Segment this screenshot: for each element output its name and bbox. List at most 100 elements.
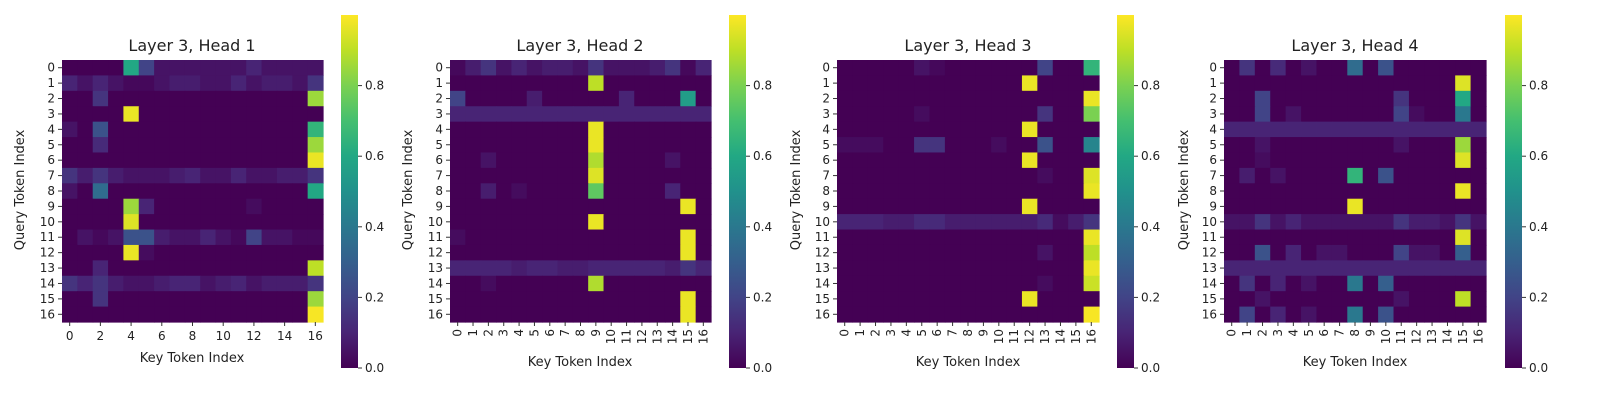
colorbar-tick-label: 0.2 xyxy=(1141,290,1160,304)
heatmap-cell xyxy=(1239,167,1256,184)
x-tick-label: 3 xyxy=(497,329,511,337)
x-tick-label: 15 xyxy=(1069,329,1083,344)
heatmap-cell xyxy=(898,260,915,277)
heatmap-cell xyxy=(1285,60,1302,77)
heatmap-cell xyxy=(1006,75,1023,92)
heatmap-cell xyxy=(1455,106,1472,123)
heatmap-cell xyxy=(62,183,78,200)
heatmap-cell xyxy=(603,229,620,246)
heatmap-cell xyxy=(1270,244,1287,261)
panel-1-colorbar-ticks: 0.0 0.2 0.4 0.6 0.8 xyxy=(358,79,384,375)
heatmap-cell xyxy=(92,152,109,169)
heatmap-cell xyxy=(154,214,171,231)
heatmap-cell xyxy=(572,198,589,215)
heatmap-cell xyxy=(1224,137,1241,154)
heatmap-cell xyxy=(230,75,247,92)
heatmap-cell xyxy=(695,75,712,92)
heatmap-cell xyxy=(1068,260,1085,277)
heatmap-cell xyxy=(1270,198,1287,215)
heatmap-cell xyxy=(292,167,309,184)
heatmap-cell xyxy=(307,275,324,292)
heatmap-cell xyxy=(1285,121,1302,138)
heatmap-cell xyxy=(465,167,482,184)
heatmap-cell xyxy=(138,183,155,200)
heatmap-cell xyxy=(883,260,900,277)
heatmap-cell xyxy=(77,90,94,107)
y-tick-label: 15 xyxy=(1202,292,1217,306)
heatmap-cell xyxy=(526,152,543,169)
heatmap-cell xyxy=(1270,291,1287,308)
heatmap-panel-3: Layer 3, Head 3 0 1 2 3 4 5 6 7 8 9 10 11 12 13 14 15 16… xyxy=(789,15,1160,375)
heatmap-cell xyxy=(1239,260,1256,277)
heatmap-cell xyxy=(276,214,293,231)
heatmap-cell xyxy=(62,306,78,323)
heatmap-cell xyxy=(1424,244,1441,261)
heatmap-cell xyxy=(929,183,946,200)
heatmap-cell xyxy=(1068,275,1085,292)
heatmap-cell xyxy=(1362,183,1379,200)
heatmap-cell xyxy=(1270,260,1287,277)
y-tick-label: 13 xyxy=(815,261,830,275)
heatmap-cell xyxy=(883,152,900,169)
heatmap-cell xyxy=(1331,106,1348,123)
heatmap-cell xyxy=(1393,214,1410,231)
heatmap-cell xyxy=(1254,121,1271,138)
heatmap-cell xyxy=(695,306,712,323)
heatmap-cell xyxy=(1470,244,1487,261)
panel-3-y-axis-label: Query Token Index xyxy=(789,129,804,250)
heatmap-cell xyxy=(526,244,543,261)
heatmap-cell xyxy=(664,229,681,246)
heatmap-cell xyxy=(929,152,946,169)
heatmap-cell xyxy=(261,60,278,77)
y-tick-label: 0 xyxy=(1209,61,1217,75)
heatmap-cell xyxy=(1362,60,1379,77)
heatmap-cell xyxy=(1270,90,1287,107)
heatmap-cell xyxy=(92,183,109,200)
heatmap-cell xyxy=(276,75,293,92)
panel-3-title: Layer 3, Head 3 xyxy=(904,36,1031,55)
heatmap-cell xyxy=(292,183,309,200)
heatmap-cell xyxy=(1347,229,1364,246)
heatmap-cell xyxy=(1316,306,1333,323)
heatmap-cell xyxy=(1470,198,1487,215)
heatmap-cell xyxy=(169,214,186,231)
heatmap-cell xyxy=(511,275,528,292)
heatmap-cell xyxy=(92,60,109,77)
heatmap-cell xyxy=(634,60,651,77)
heatmap-cell xyxy=(898,137,915,154)
heatmap-cell xyxy=(1037,198,1054,215)
x-tick-label: 4 xyxy=(127,329,135,343)
heatmap-cell xyxy=(1424,137,1441,154)
heatmap-cell xyxy=(496,229,513,246)
heatmap-cell xyxy=(680,229,697,246)
heatmap-cell xyxy=(480,90,497,107)
heatmap-cell xyxy=(944,183,961,200)
heatmap-cell xyxy=(276,275,293,292)
heatmap-cell xyxy=(276,183,293,200)
heatmap-cell xyxy=(246,291,263,308)
heatmap-cell xyxy=(1316,152,1333,169)
heatmap-cell xyxy=(169,137,186,154)
y-tick-label: 0 xyxy=(822,61,830,75)
heatmap-cell xyxy=(618,137,635,154)
heatmap-cell xyxy=(77,306,94,323)
heatmap-cell xyxy=(1378,291,1395,308)
y-tick-label: 16 xyxy=(40,307,55,321)
heatmap-cell xyxy=(276,260,293,277)
heatmap-cell xyxy=(852,121,869,138)
heatmap-cell xyxy=(261,106,278,123)
heatmap-cell xyxy=(1037,60,1054,77)
heatmap-cell xyxy=(557,75,574,92)
heatmap-cell xyxy=(975,229,992,246)
x-tick-label: 7 xyxy=(558,329,572,337)
heatmap-cell xyxy=(496,137,513,154)
heatmap-cell xyxy=(1301,167,1318,184)
heatmap-cell xyxy=(1224,121,1241,138)
heatmap-cell xyxy=(929,121,946,138)
heatmap-cell xyxy=(1224,152,1241,169)
x-tick-label: 2 xyxy=(869,329,883,337)
heatmap-cell xyxy=(154,167,171,184)
heatmap-cell xyxy=(1006,214,1023,231)
heatmap-cell xyxy=(200,167,217,184)
